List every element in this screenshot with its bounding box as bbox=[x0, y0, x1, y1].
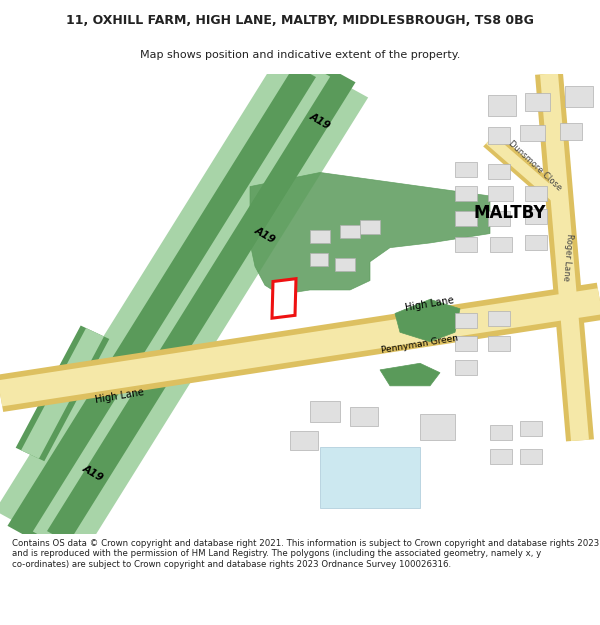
Bar bbox=[525, 236, 547, 251]
Bar bbox=[560, 122, 582, 139]
Text: MALTBY: MALTBY bbox=[474, 204, 546, 222]
Text: Pennyman Green: Pennyman Green bbox=[381, 334, 459, 355]
Bar bbox=[490, 449, 512, 464]
Polygon shape bbox=[0, 50, 368, 558]
Bar bbox=[455, 238, 477, 252]
Bar bbox=[455, 336, 477, 351]
Text: Map shows position and indicative extent of the property.: Map shows position and indicative extent… bbox=[140, 50, 460, 60]
Polygon shape bbox=[0, 282, 600, 412]
Bar bbox=[525, 209, 547, 224]
Bar bbox=[488, 96, 516, 116]
Polygon shape bbox=[7, 65, 326, 543]
Bar bbox=[350, 408, 378, 426]
Polygon shape bbox=[272, 279, 296, 318]
Text: Contains OS data © Crown copyright and database right 2021. This information is : Contains OS data © Crown copyright and d… bbox=[12, 539, 599, 569]
Polygon shape bbox=[540, 73, 589, 441]
Bar bbox=[488, 186, 513, 201]
Text: A19: A19 bbox=[253, 226, 277, 246]
Polygon shape bbox=[380, 363, 440, 386]
Bar bbox=[340, 225, 360, 238]
Bar bbox=[488, 311, 510, 326]
Bar bbox=[488, 164, 510, 179]
Bar bbox=[520, 421, 542, 436]
Bar bbox=[420, 414, 455, 441]
Bar bbox=[488, 127, 510, 144]
Bar bbox=[565, 86, 593, 107]
Polygon shape bbox=[33, 71, 330, 538]
Bar bbox=[490, 426, 512, 441]
Bar bbox=[488, 336, 510, 351]
Bar bbox=[455, 312, 477, 328]
Polygon shape bbox=[16, 326, 109, 461]
Bar bbox=[455, 359, 477, 374]
Text: High Lane: High Lane bbox=[405, 295, 455, 313]
Bar bbox=[455, 211, 477, 226]
Text: Roger Lane: Roger Lane bbox=[562, 233, 574, 281]
Bar bbox=[488, 211, 510, 226]
Bar bbox=[310, 401, 340, 422]
Bar bbox=[290, 431, 318, 450]
Bar bbox=[525, 92, 550, 111]
Bar bbox=[490, 238, 512, 252]
Bar bbox=[335, 258, 355, 271]
Text: Dunsmore Close: Dunsmore Close bbox=[506, 139, 563, 192]
Polygon shape bbox=[37, 65, 356, 543]
Bar bbox=[360, 221, 380, 234]
Bar bbox=[525, 186, 547, 201]
Bar bbox=[455, 162, 477, 177]
Polygon shape bbox=[250, 173, 490, 294]
Bar bbox=[310, 253, 328, 266]
Polygon shape bbox=[486, 136, 564, 205]
Text: A19: A19 bbox=[81, 463, 105, 483]
Polygon shape bbox=[21, 328, 104, 459]
Polygon shape bbox=[535, 72, 594, 441]
Bar bbox=[310, 230, 330, 243]
Polygon shape bbox=[483, 132, 567, 208]
Text: 11, OXHILL FARM, HIGH LANE, MALTBY, MIDDLESBROUGH, TS8 0BG: 11, OXHILL FARM, HIGH LANE, MALTBY, MIDD… bbox=[66, 14, 534, 27]
Bar bbox=[520, 124, 545, 141]
Bar bbox=[455, 186, 477, 201]
Text: High Lane: High Lane bbox=[95, 388, 145, 405]
Polygon shape bbox=[395, 299, 460, 342]
Text: A19: A19 bbox=[308, 111, 332, 131]
Polygon shape bbox=[0, 288, 600, 406]
Bar bbox=[520, 449, 542, 464]
Bar bbox=[320, 447, 420, 508]
